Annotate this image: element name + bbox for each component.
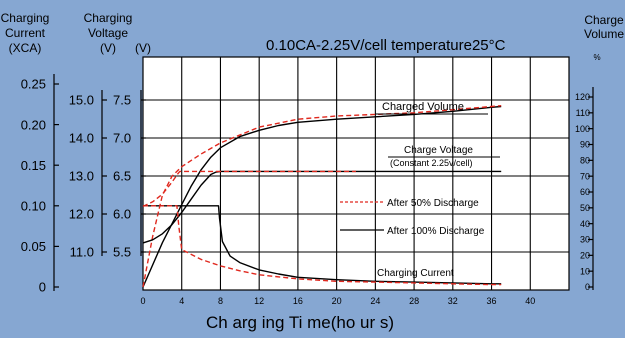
volume-axis: 0 10 20 30 40 50 60 70 80 90 100 110 120 ChargeVolume… [575, 13, 624, 292]
volume-tick-label: 110 [576, 108, 590, 118]
voltage6-axis: 5.5 6.0 6.5 7.0 7.5 (V) [113, 41, 151, 260]
current-tick-label: 0 [39, 280, 46, 295]
volume-tick-label: 20 [580, 251, 590, 261]
legend-label-50: After 50% Discharge [387, 198, 479, 209]
voltage6-tick-label: 6.5 [113, 169, 131, 184]
annotation-charged-volume: Charged Volume [382, 101, 464, 113]
x-axis: 0 4 8 12 16 20 24 28 32 36 40 [140, 296, 535, 306]
x-tick-label: 20 [332, 296, 342, 306]
volume-tick-label: 60 [580, 187, 590, 197]
voltage12-axis-header: Charging [84, 11, 133, 25]
voltage12-tick-label: 11.0 [70, 245, 94, 260]
volume-tick-label: 30 [580, 235, 590, 245]
voltage6-axis-header: (V) [135, 41, 151, 55]
volume-axis-header: % [593, 53, 600, 62]
volume-axis-header: Charge [584, 13, 624, 27]
voltage6-tick-label: 6.0 [113, 207, 131, 222]
charging-current-solid-line [143, 205, 502, 285]
x-tick-label: 40 [525, 296, 535, 306]
x-tick-label: 8 [218, 296, 223, 306]
voltage12-axis-header: (V) [100, 41, 116, 55]
current-axis-header: (XCA) [9, 41, 42, 55]
current-axis-header: Current [5, 26, 46, 40]
x-tick-label: 12 [254, 296, 264, 306]
grid-lines [142, 56, 570, 291]
legend: After 50% Discharge After 100% Discharge [340, 198, 485, 237]
charging-current-dashed-line [143, 205, 502, 286]
x-tick-label: 28 [409, 296, 419, 306]
charged-volume-dashed-line [142, 105, 502, 288]
charged-volume-solid-line [142, 105, 502, 288]
voltage12-axis-header: Voltage [88, 26, 128, 40]
volume-tick-label: 0 [585, 282, 590, 292]
x-tick-label: 24 [370, 296, 380, 306]
volume-tick-label: 50 [580, 203, 590, 213]
current-tick-label: 0.20 [21, 117, 46, 132]
legend-label-100: After 100% Discharge [387, 226, 485, 237]
x-tick-label: 32 [448, 296, 458, 306]
volume-tick-label: 10 [580, 266, 590, 276]
x-tick-label: 16 [293, 296, 303, 306]
x-axis-label: Ch arg ing Ti me(ho ur s) [206, 313, 394, 332]
axes: 00.050.100.150.200.25ChargingCurrent(XCA… [1, 11, 625, 306]
volume-tick-label: 40 [580, 219, 590, 229]
plot-border [142, 56, 570, 291]
volume-tick-label: 120 [575, 92, 590, 102]
volume-tick-label: 80 [580, 156, 590, 166]
chart-title: 0.10CA-2.25V/cell temperature25°C [266, 37, 506, 54]
charge-voltage-dashed-line [142, 170, 356, 208]
annotation-charging-current: Charging Current [377, 268, 454, 279]
voltage12-tick-label: 13.0 [69, 169, 94, 184]
current-tick-label: 0.10 [21, 198, 46, 213]
volume-tick-label: 100 [575, 124, 590, 134]
plot-area [143, 57, 569, 290]
current-tick-label: 0.15 [21, 158, 46, 173]
current-axis: 0 0.05 0.10 0.15 0.20 0.25 ChargingCurrent(XCA… [1, 11, 59, 295]
x-tick-label: 4 [179, 296, 184, 306]
volume-tick-label: 70 [580, 171, 590, 181]
current-axis-header: Charging [1, 11, 50, 25]
x-tick-label: 36 [487, 296, 497, 306]
voltage6-tick-label: 5.5 [113, 245, 131, 260]
annotation-charge-voltage: Charge Voltage [404, 145, 473, 156]
voltage12-tick-label: 14.0 [69, 131, 94, 146]
volume-tick-label: 90 [580, 140, 590, 150]
voltage12-tick-label: 12.0 [69, 207, 94, 222]
x-tick-label: 0 [140, 296, 145, 306]
voltage6-tick-label: 7.0 [113, 131, 131, 146]
voltage6-tick-label: 7.5 [113, 93, 131, 108]
voltage12-tick-label: 15.0 [69, 93, 94, 108]
current-tick-label: 0.25 [21, 77, 46, 92]
annotation-constant: (Constant 2.25v/cell) [390, 158, 473, 168]
current-tick-label: 0.05 [21, 239, 46, 254]
volume-axis-header: Volume [584, 27, 624, 41]
series-lines [142, 105, 502, 288]
